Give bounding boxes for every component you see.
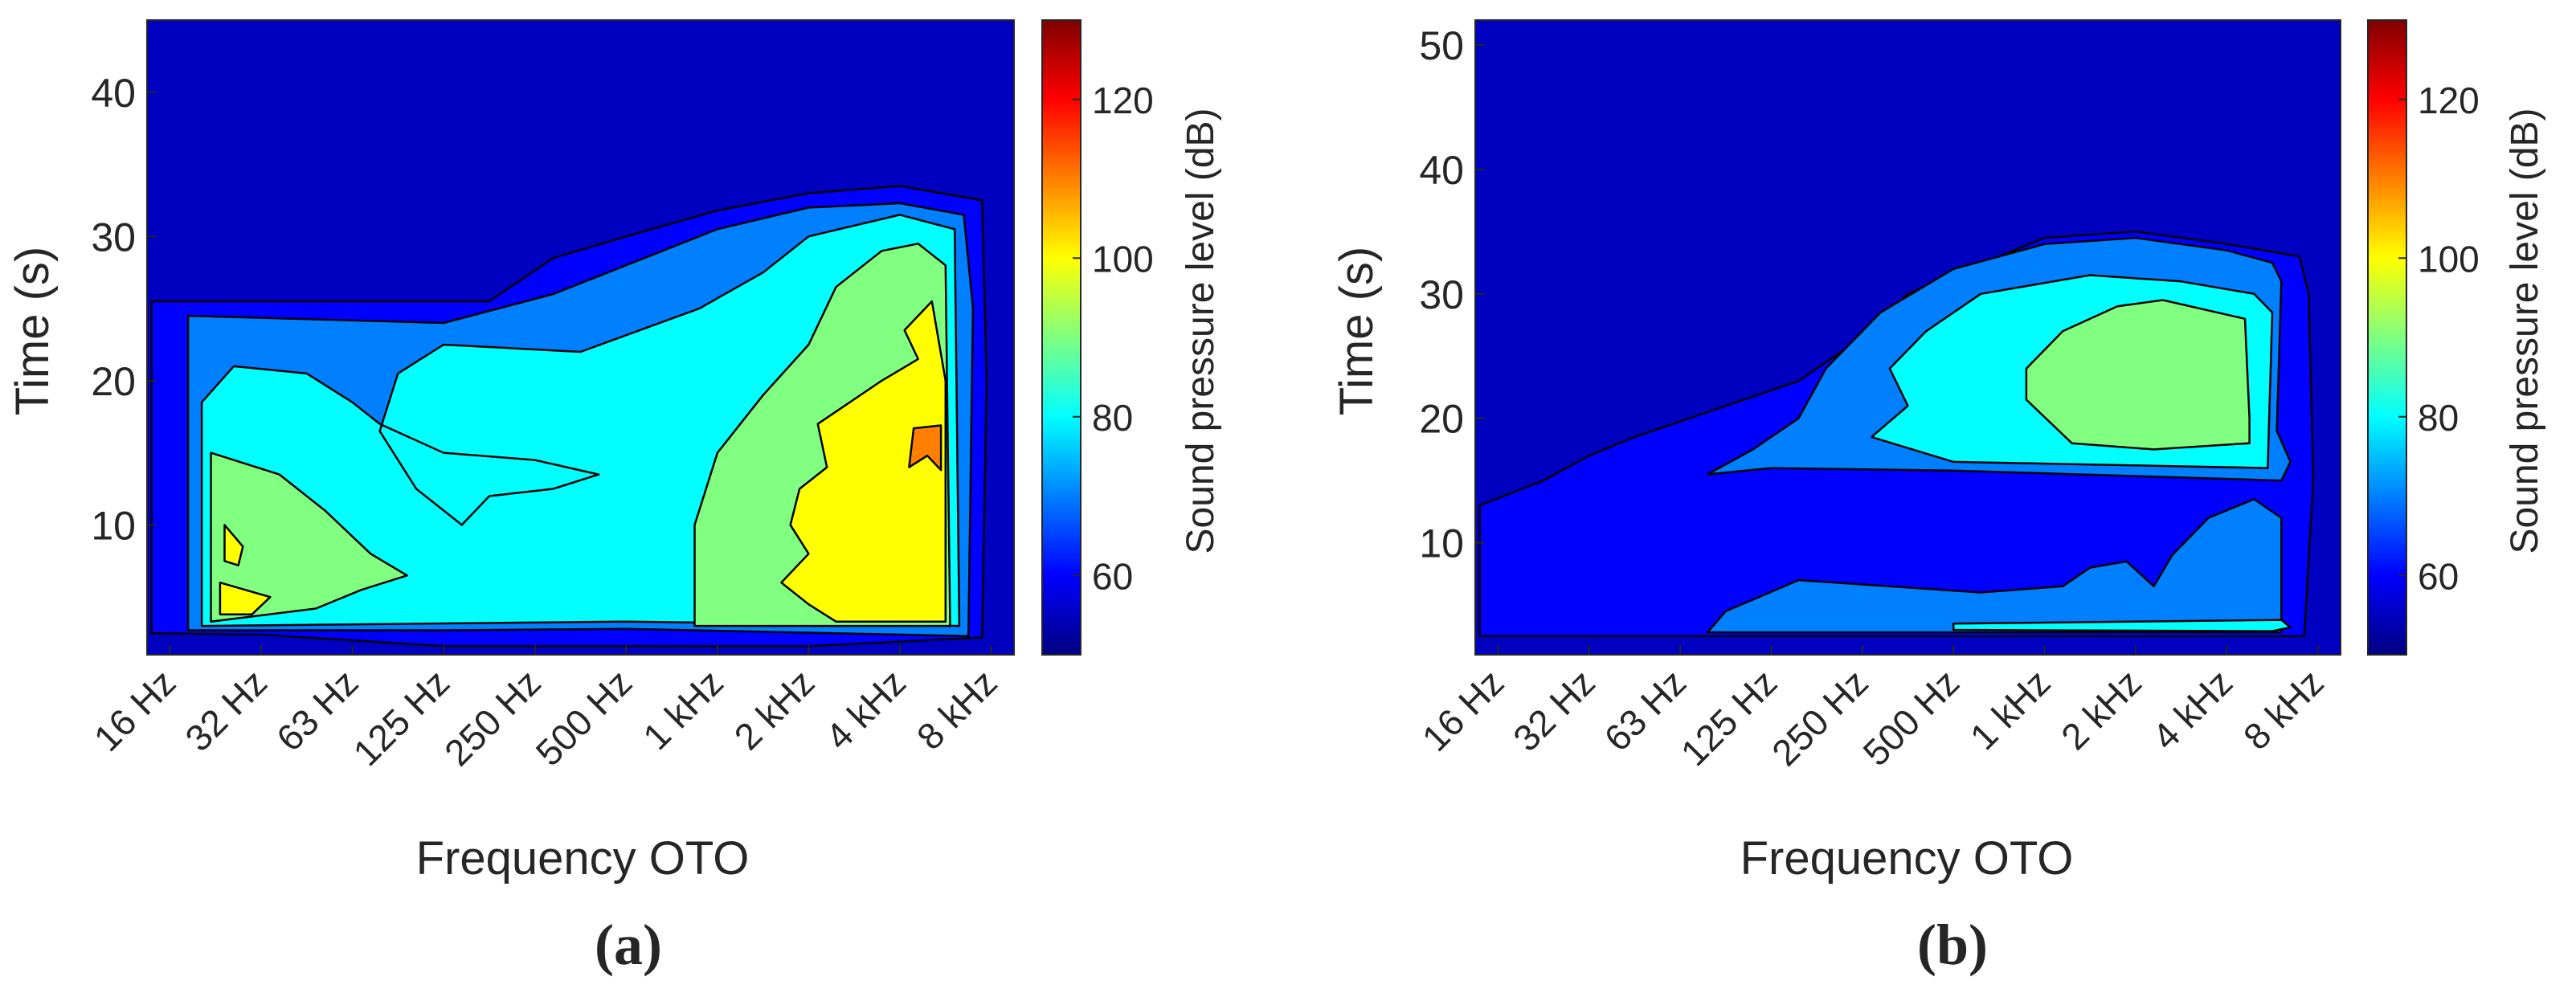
x-tick-label: 16 Hz	[1414, 661, 1512, 759]
y-axis-b: 10 20 30 40 50	[1419, 23, 1485, 566]
colorbar-tick-label: 120	[1092, 80, 1154, 121]
y-tick-label: 30	[1419, 272, 1464, 317]
colorbar-gradient	[2367, 19, 2407, 656]
colorbar-b: 60 80 100 120	[2367, 19, 2480, 656]
y-tick-label: 20	[91, 359, 136, 404]
x-tick-label: 250 Hz	[436, 661, 549, 774]
colorbar-a: 60 80 100 120	[1041, 19, 1154, 656]
colorbar-tick-label: 60	[2418, 555, 2459, 597]
contour-region-110db	[908, 424, 942, 472]
panel-letter-b: (b)	[1917, 913, 1988, 977]
x-tick-label: 125 Hz	[345, 661, 457, 774]
x-tick-label: 1 kHz	[1962, 661, 2059, 758]
contour-region-90db	[2025, 299, 2251, 451]
x-tick-label: 2 kHz	[726, 661, 823, 758]
colorbar-tick-label: 80	[1092, 397, 1133, 439]
colorbar-gradient	[1041, 19, 1082, 656]
y-tick-label: 30	[91, 215, 136, 259]
panel-letter-a: (a)	[595, 913, 662, 977]
contour-region-80db	[1952, 619, 2292, 632]
y-axis-label-b: Time (s)	[1331, 247, 1383, 415]
x-axis-label-a: Frequency OTO	[416, 832, 750, 885]
x-tick-label: 4 kHz	[817, 661, 914, 758]
colorbar-tick-label: 80	[2418, 397, 2459, 439]
x-tick-label: 125 Hz	[1673, 661, 1785, 774]
x-tick-label: 4 kHz	[2144, 661, 2240, 758]
x-tick-label: 500 Hz	[528, 661, 640, 774]
colorbar-tick-label: 120	[2418, 80, 2480, 121]
plot-frame	[146, 19, 1015, 656]
contour-region-100db	[219, 581, 272, 615]
x-tick-label: 500 Hz	[1854, 661, 1967, 774]
y-tick-label: 40	[1419, 148, 1464, 193]
x-tick-label: 8 kHz	[909, 661, 1005, 758]
colorbar-tick-label: 100	[1092, 238, 1154, 280]
contour-region-90db	[210, 452, 408, 623]
y-axis-a: 10 20 30 40	[91, 71, 157, 548]
y-tick-label: 10	[91, 503, 136, 548]
contour-plot-b	[1474, 19, 2341, 656]
colorbar-tick-label: 60	[1092, 555, 1133, 597]
x-tick-label: 1 kHz	[635, 661, 731, 758]
colorbar-tick-label: 100	[2418, 238, 2480, 280]
x-tick-label: 8 kHz	[2235, 661, 2332, 758]
y-tick-label: 50	[1419, 23, 1464, 68]
colorbar-label-b: Sound pressure level (dB)	[2504, 108, 2546, 554]
y-tick-label: 40	[91, 71, 136, 116]
x-tick-label: 32 Hz	[177, 661, 275, 759]
x-tick-label: 32 Hz	[1505, 661, 1603, 759]
x-tick-label: 16 Hz	[86, 661, 184, 759]
x-tick-label: 250 Hz	[1764, 661, 1876, 774]
contour-plot-a	[146, 19, 1015, 656]
x-axis-label-b: Frequency OTO	[1740, 832, 2074, 885]
colorbar-label-a: Sound pressure level (dB)	[1180, 108, 1222, 554]
contour-region-100db	[780, 300, 947, 623]
x-tick-label: 2 kHz	[2053, 661, 2149, 758]
plot-frame	[1474, 19, 2341, 656]
y-tick-label: 10	[1419, 521, 1464, 566]
y-tick-label: 20	[1419, 397, 1464, 442]
y-axis-label-a: Time (s)	[6, 247, 59, 415]
contour-region-70db	[1706, 498, 2283, 634]
contour-region-100db	[223, 524, 244, 566]
